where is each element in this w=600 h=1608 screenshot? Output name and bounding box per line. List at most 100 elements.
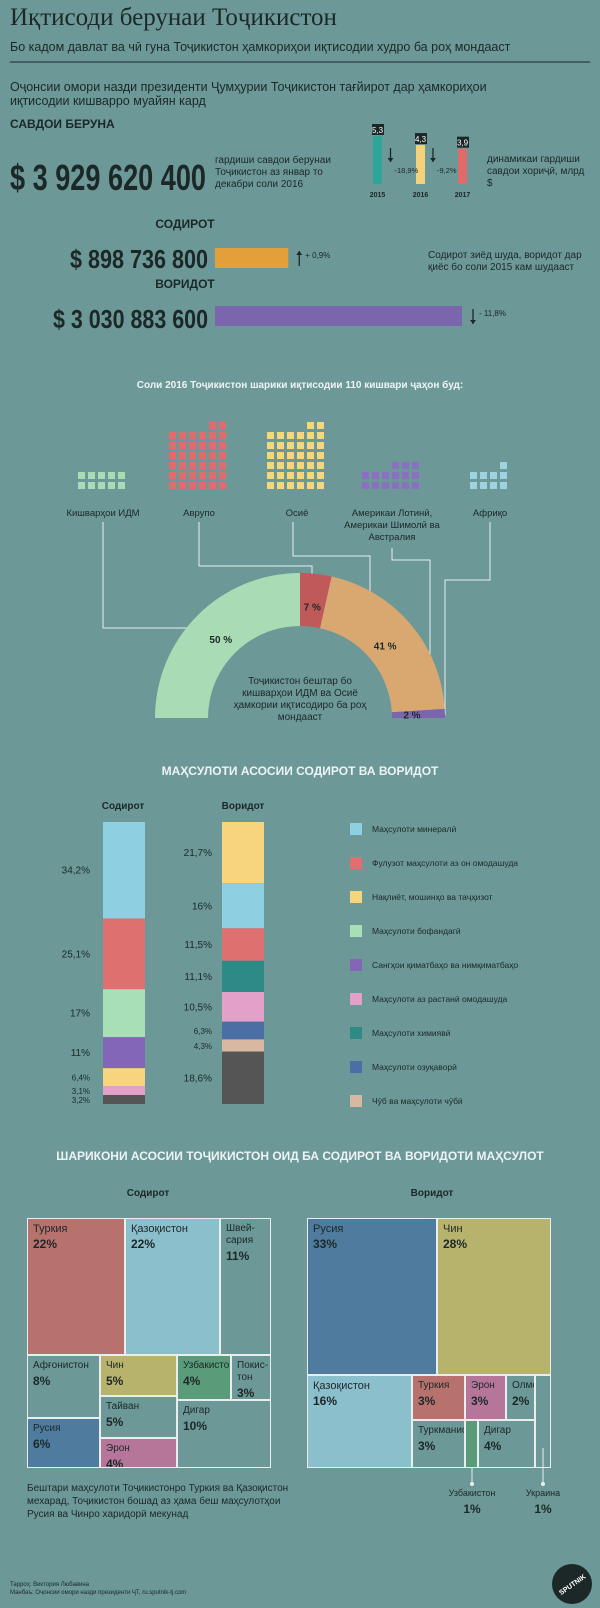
stack-segment xyxy=(222,992,264,1022)
stack-segment xyxy=(103,1094,145,1104)
country-square xyxy=(372,472,379,479)
segment-label: 11% xyxy=(71,1048,90,1059)
country-square xyxy=(317,462,324,469)
country-square xyxy=(277,432,284,439)
country-square xyxy=(317,472,324,479)
treemap-cell: Покис-тон 3% xyxy=(231,1355,271,1400)
cell-value: 4% xyxy=(183,1374,201,1388)
cell-value: 4% xyxy=(484,1439,502,1453)
segment-label: 21,7% xyxy=(184,848,212,859)
country-square xyxy=(307,432,314,439)
section-title: Соли 2016 Тоҷикистон шарики иқтисодии 11… xyxy=(137,379,463,391)
country-square xyxy=(307,472,314,479)
cell-name: Эрон xyxy=(471,1380,495,1391)
footer-designer: Тарроҳ: Виктория Любавина xyxy=(10,1582,90,1588)
legend-label: Маҳсулоти аз растанӣ омодашуда xyxy=(372,994,508,1004)
treemap-cell: Олмон 2% xyxy=(506,1375,535,1420)
country-square xyxy=(169,472,176,479)
country-square xyxy=(500,462,507,469)
country-square xyxy=(179,472,186,479)
country-square xyxy=(169,482,176,489)
treemap-cell: Туркия 22% xyxy=(27,1218,125,1355)
country-square xyxy=(209,472,216,479)
chart-title: динамикаи гардиши савдои хориҷӣ, млрд $ xyxy=(487,154,585,189)
treemap-cell: Туркия 3% xyxy=(412,1375,465,1420)
legend-swatch xyxy=(350,1095,362,1107)
legend-swatch xyxy=(350,925,362,937)
country-square xyxy=(362,482,369,489)
treemap-cell: Дигар 10% xyxy=(177,1400,271,1468)
cell-value: 3% xyxy=(471,1394,489,1408)
treemap-heading: Воридот xyxy=(411,1188,454,1199)
country-square xyxy=(412,472,419,479)
country-square xyxy=(287,442,294,449)
cell-value: 1% xyxy=(534,1502,552,1516)
country-square xyxy=(179,452,186,459)
flow-bar xyxy=(215,306,462,326)
segment-label: 6,4% xyxy=(72,1074,90,1083)
country-square xyxy=(317,452,324,459)
country-square xyxy=(297,472,304,479)
country-square xyxy=(118,482,125,489)
country-square xyxy=(317,442,324,449)
connector xyxy=(391,548,431,712)
donut-segment xyxy=(391,708,445,718)
country-square xyxy=(179,442,186,449)
legend-swatch xyxy=(350,993,362,1005)
country-square xyxy=(297,432,304,439)
stack-segment xyxy=(222,1021,264,1040)
group-label: Африқо xyxy=(472,508,508,519)
country-square xyxy=(209,482,216,489)
treemap-cell: Чин 28% xyxy=(437,1218,551,1375)
stack-segment xyxy=(103,989,145,1038)
country-square xyxy=(189,452,196,459)
legend-swatch xyxy=(350,857,362,869)
legend-swatch xyxy=(350,959,362,971)
country-square xyxy=(267,472,274,479)
treemap-note: Бештари маҳсулоти Тоҷикистонро Туркия ва… xyxy=(27,1483,289,1520)
country-square xyxy=(199,432,206,439)
stack-segment xyxy=(222,822,264,884)
country-square xyxy=(307,482,314,489)
stack-segment xyxy=(222,960,264,993)
country-square xyxy=(470,482,477,489)
country-square xyxy=(277,462,284,469)
cell-name: Эрон xyxy=(106,1443,130,1454)
treemap-cell: Чин 5% xyxy=(100,1355,177,1396)
donut-segment xyxy=(320,576,445,713)
legend-label: Маҳсулоти бофандагӣ xyxy=(372,926,461,936)
cell-name: Туркия xyxy=(418,1380,450,1391)
cell-value: 3% xyxy=(418,1439,436,1453)
cell-value: 11% xyxy=(226,1249,250,1263)
section-heading: САВДОИ БЕРУНА xyxy=(10,117,115,131)
legend-label: Маҳсулоти химиявӣ xyxy=(372,1028,451,1038)
bar xyxy=(416,145,425,184)
country-square xyxy=(307,462,314,469)
value-label-bg xyxy=(415,133,427,145)
cell-value: 6% xyxy=(33,1437,51,1451)
treemap-cell: Русия 33% xyxy=(307,1218,437,1375)
country-square xyxy=(402,482,409,489)
country-square xyxy=(480,482,487,489)
section-title: ШАРИКОНИ АСОСИИ ТОҶИКИСТОН ОИД БА СОДИРО… xyxy=(56,1149,544,1163)
country-square xyxy=(412,462,419,469)
cell-name: Русия xyxy=(313,1223,344,1235)
total-value: $ 3 929 620 400 xyxy=(10,157,206,198)
subtitle: Бо кадом давлат ва чӣ гуна Тоҷикистон ҳа… xyxy=(10,40,511,54)
legend-swatch xyxy=(350,823,362,835)
flow-bar xyxy=(215,248,289,268)
segment-label: 17% xyxy=(70,1009,90,1020)
treemap-cell: Швей-сария 11% xyxy=(220,1218,271,1355)
cell-name: Туркия xyxy=(33,1223,68,1235)
country-square xyxy=(362,472,369,479)
donut-segment xyxy=(300,573,332,629)
cell-value: 1% xyxy=(463,1502,481,1516)
stack-heading: Содирот xyxy=(102,801,145,812)
country-square xyxy=(209,442,216,449)
country-square xyxy=(267,432,274,439)
donut-note: Тоҷикистон бештар бо кишварҳои ИДМ ва Ос… xyxy=(233,676,367,723)
country-square xyxy=(189,442,196,449)
country-squares xyxy=(267,422,324,489)
stack-segment xyxy=(222,883,264,929)
